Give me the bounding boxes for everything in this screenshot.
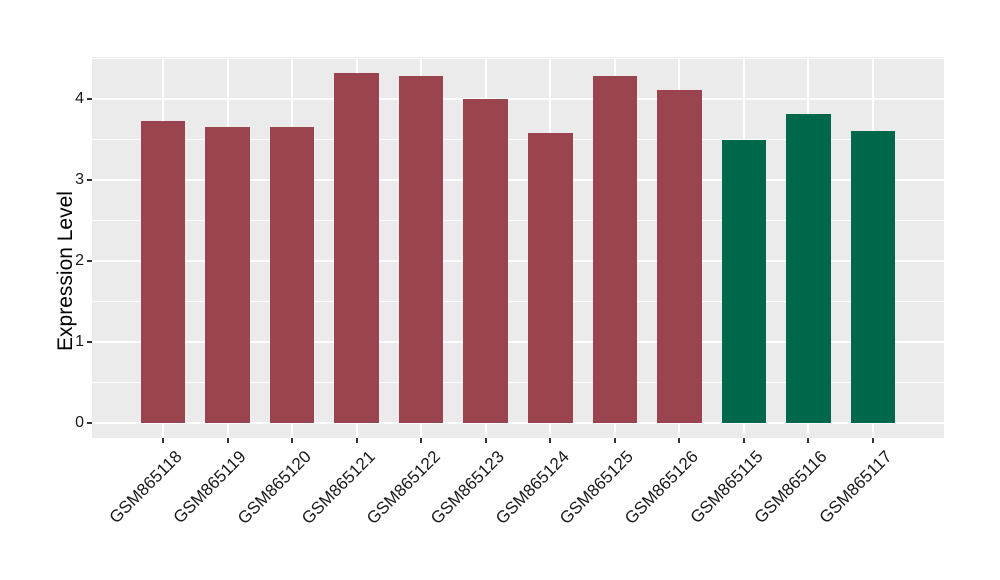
y-axis-title: Expression Level <box>54 191 77 351</box>
y-tick-label: 4 <box>75 90 84 108</box>
x-axis-tick <box>613 438 616 443</box>
bar-GSM865119 <box>205 126 250 423</box>
y-axis-tick <box>87 98 92 101</box>
x-axis-tick <box>226 438 229 443</box>
y-tick-label: 3 <box>75 170 84 188</box>
bar-GSM865120 <box>269 126 315 423</box>
minor-gridline <box>92 381 944 383</box>
minor-gridline <box>92 58 944 60</box>
bar-GSM865121 <box>334 73 379 423</box>
x-axis-tick <box>872 438 874 443</box>
y-axis-tick <box>87 259 92 262</box>
bar-GSM865117 <box>850 131 896 423</box>
minor-gridline <box>92 139 944 140</box>
bar-GSM865122 <box>398 75 444 423</box>
x-axis-tick <box>291 438 294 443</box>
minor-gridline <box>92 219 944 221</box>
y-axis-tick <box>87 178 92 181</box>
x-axis-tick <box>742 438 745 443</box>
x-axis-tick <box>807 438 810 443</box>
bar-GSM865116 <box>786 114 831 423</box>
x-axis-tick <box>678 438 681 443</box>
minor-gridline <box>92 300 944 302</box>
bar-GSM865125 <box>592 75 638 423</box>
y-tick-label: 0 <box>75 413 84 431</box>
major-gridline <box>92 178 944 181</box>
bar-GSM865115 <box>721 140 767 423</box>
major-gridline <box>92 98 944 101</box>
x-axis-tick <box>162 438 164 443</box>
y-axis-tick <box>87 340 92 343</box>
bar-GSM865126 <box>657 90 702 423</box>
x-axis-tick <box>355 438 358 443</box>
y-tick-label: 2 <box>75 251 84 269</box>
major-gridline <box>92 340 944 343</box>
bar-GSM865124 <box>528 133 573 423</box>
x-axis-tick <box>420 438 423 443</box>
major-gridline <box>92 421 944 424</box>
bar-GSM865123 <box>463 99 508 423</box>
bar-GSM865118 <box>140 120 186 423</box>
x-axis-tick <box>549 438 552 443</box>
y-tick-label: 1 <box>75 332 84 350</box>
x-axis-tick <box>484 438 487 443</box>
major-gridline <box>92 259 944 262</box>
y-axis-tick <box>87 421 92 424</box>
